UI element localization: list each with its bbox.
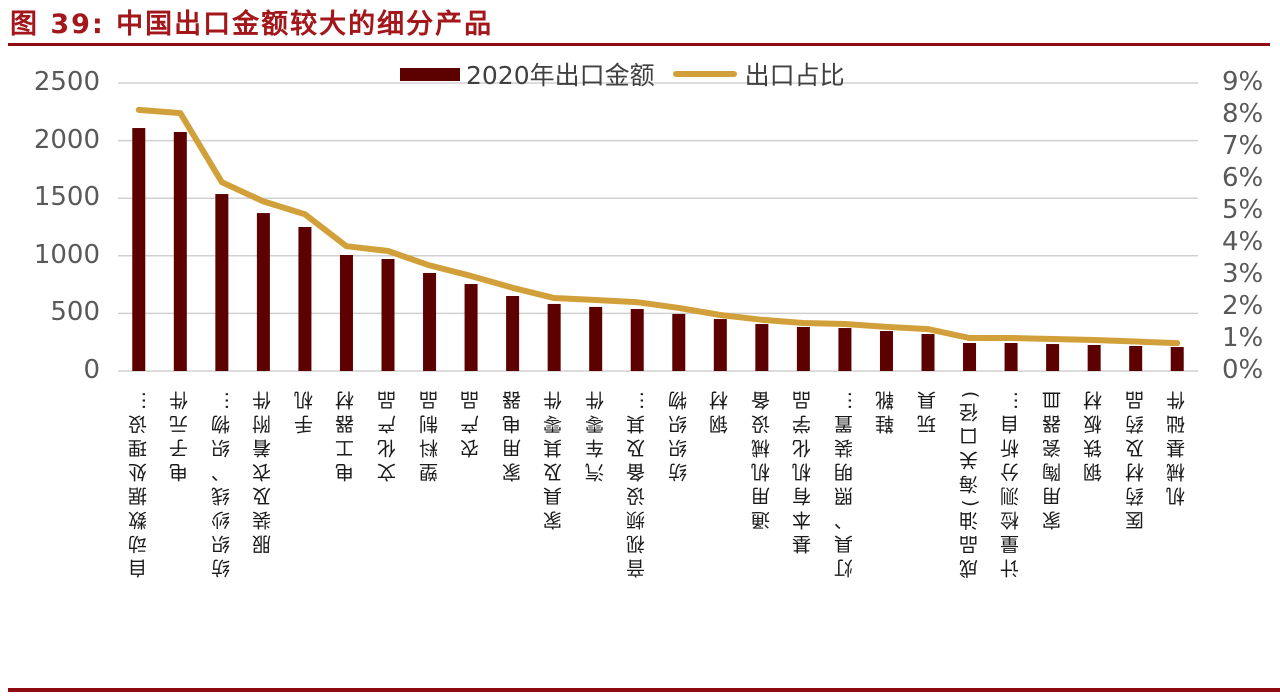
bar <box>838 328 852 371</box>
bar <box>1087 344 1101 371</box>
bar <box>464 284 478 371</box>
category-label: 家用陶瓷器皿 <box>1041 386 1064 530</box>
bar <box>547 303 561 371</box>
category-label: 纺织纱线、织物… <box>210 386 233 578</box>
bar <box>256 213 270 371</box>
legend-bar-label: 2020年出口金额 <box>466 61 655 90</box>
bar <box>173 131 187 371</box>
right-axis-tick: 6% <box>1222 163 1264 193</box>
share-line <box>135 106 1181 347</box>
bar <box>589 306 603 371</box>
right-axis-tick: 5% <box>1222 195 1264 225</box>
category-label: 自动数据处理设… <box>127 386 150 578</box>
category-label: 鞋靴 <box>875 386 898 434</box>
bar <box>921 334 935 371</box>
left-axis-tick: 500 <box>50 297 100 328</box>
legend: 2020年出口金额 出口占比 <box>400 58 845 90</box>
category-label: 文化产品 <box>377 386 399 482</box>
right-axis-tick: 8% <box>1222 99 1264 129</box>
category-label: 服装及衣着附件 <box>252 386 275 554</box>
right-axis-tick: 2% <box>1222 291 1264 321</box>
category-label: 通用机械设备 <box>750 386 773 530</box>
category-label: 基本有机化学品 <box>792 386 815 554</box>
category-label: 音视频设备及其… <box>626 386 649 578</box>
gridlines <box>118 82 1198 372</box>
title-rule <box>8 43 1270 46</box>
category-label: 手机 <box>293 386 316 434</box>
bar <box>963 343 977 371</box>
category-label: 家用电器 <box>501 386 524 482</box>
legend-line-label: 出口占比 <box>744 61 845 90</box>
bar <box>132 128 146 371</box>
right-axis-tick: 9% <box>1222 67 1264 97</box>
line-series <box>135 106 1181 347</box>
left-axis-tick: 2000 <box>33 124 100 155</box>
bar <box>1004 343 1018 371</box>
bottom-rule <box>8 688 1280 692</box>
category-label: 电工器材 <box>335 386 358 482</box>
bar <box>339 254 353 371</box>
bar <box>755 323 769 371</box>
left-axis-tick: 0 <box>83 355 100 385</box>
category-label: 纺织织物 <box>667 386 690 482</box>
category-label: 玩具 <box>917 386 939 434</box>
category-label: 农产品 <box>460 386 483 458</box>
legend-bar-swatch <box>400 67 460 81</box>
right-axis-tick: 4% <box>1222 227 1264 257</box>
category-label: 塑料制品 <box>418 386 441 482</box>
category-label: 计量检测分析自… <box>1000 386 1023 578</box>
right-axis-tick: 1% <box>1222 323 1264 353</box>
left-axis-tick: 1500 <box>33 182 100 213</box>
right-axis-tick: 0% <box>1222 355 1264 385</box>
category-label: 钢材 <box>709 386 732 434</box>
chart-title: 图 39: 中国出口金额较大的细分产品 <box>10 9 494 40</box>
legend-line-swatch <box>672 71 737 77</box>
left-axis-tick: 1000 <box>33 239 100 270</box>
bar <box>298 227 312 371</box>
bar <box>796 326 810 371</box>
right-axis-tick: 3% <box>1222 259 1264 289</box>
bar <box>1046 344 1060 371</box>
category-label: 钢铁板材 <box>1083 386 1106 482</box>
category-label: 灯具、照明装置… <box>833 386 856 578</box>
category-label: 汽车零件 <box>584 386 607 482</box>
right-axis-tick: 7% <box>1222 131 1264 161</box>
category-label: 家具及其零件 <box>543 386 566 530</box>
bar <box>879 331 893 371</box>
left-axis-tick: 2500 <box>33 67 100 97</box>
category-label: 成品油(海关口径) <box>958 386 981 579</box>
category-label: 电子元件 <box>169 386 192 482</box>
bar <box>381 259 395 371</box>
category-label: 医药材及药品 <box>1124 386 1147 530</box>
bar <box>506 296 520 371</box>
bar <box>215 194 229 371</box>
bar <box>1129 346 1143 371</box>
bar <box>1170 347 1184 371</box>
bar <box>713 319 727 371</box>
category-label: 机械基础件 <box>1166 386 1189 506</box>
bar-series <box>132 128 1184 371</box>
bar <box>630 309 644 371</box>
bar <box>672 313 686 371</box>
bar <box>423 272 437 371</box>
